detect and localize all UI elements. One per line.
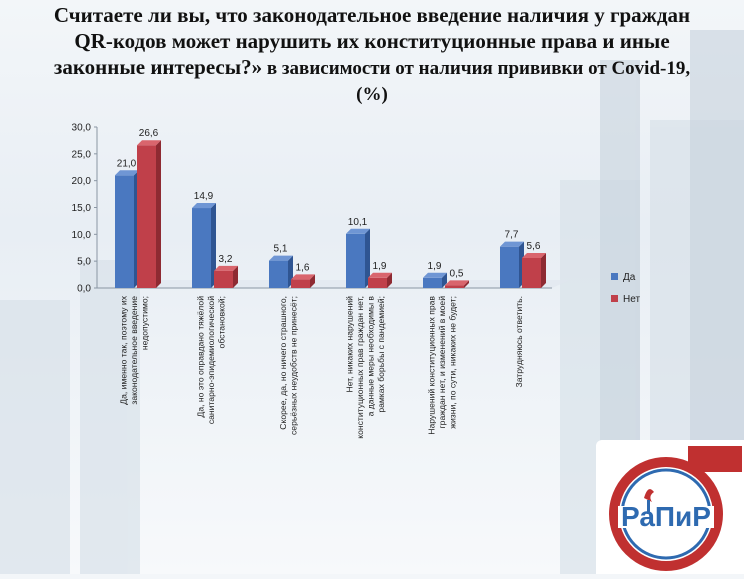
x-tick-label: серьёзных неудобств не принесёт; — [288, 296, 298, 435]
bar-side — [442, 272, 447, 288]
legend-swatch-no — [611, 295, 618, 302]
bar-top — [522, 252, 546, 258]
data-label: 1,9 — [428, 261, 442, 272]
data-label: 21,0 — [117, 158, 137, 169]
x-tick-label: конституционных прав граждан нет, — [355, 296, 365, 439]
bar-no — [137, 145, 156, 288]
bar-side — [310, 274, 315, 288]
x-tick-label: Да, именно так, поэтому их — [119, 295, 129, 404]
bar-yes — [115, 175, 134, 288]
bar-top — [269, 255, 293, 261]
bar-top — [291, 274, 315, 280]
y-tick-label: 25,0 — [72, 149, 92, 160]
rapir-logo: РаПиР — [596, 440, 744, 574]
x-tick-label: недопустимо; — [140, 296, 150, 350]
x-tick-label: обстановкой; — [217, 296, 227, 348]
y-tick-label: 15,0 — [72, 203, 92, 214]
bar-top — [137, 140, 161, 146]
bar-yes — [500, 246, 519, 288]
bar-top — [115, 170, 139, 176]
title-line-4: (%) — [356, 84, 388, 105]
data-label: 1,9 — [373, 261, 387, 272]
bar-no — [445, 285, 464, 288]
bar-no — [522, 257, 541, 288]
bar-top — [423, 272, 447, 278]
bar-top — [500, 241, 524, 247]
y-tick-label: 5,0 — [77, 257, 91, 268]
data-label: 3,2 — [219, 254, 233, 265]
y-tick-label: 20,0 — [72, 176, 92, 187]
data-label: 5,6 — [527, 241, 541, 252]
bar-side — [233, 265, 238, 288]
x-tick-label: Затрудняюсь ответить. — [514, 296, 524, 387]
data-label: 14,9 — [194, 191, 214, 202]
legend-label: Да — [623, 272, 636, 283]
bar-yes — [269, 260, 288, 288]
x-tick-label: Нет, никаких нарушений — [344, 296, 354, 393]
x-tick-label: Нарушений конституционных прав — [427, 296, 437, 435]
title-line-1: Считаете ли вы, что законодательное введ… — [53, 3, 691, 27]
bar-no — [368, 277, 387, 288]
x-tick-label: санитарно-эпидемиологической — [206, 296, 216, 424]
bar-top — [346, 228, 370, 234]
bar-side — [365, 228, 370, 288]
svg-text:РаПиР: РаПиР — [621, 501, 711, 532]
bar-yes — [423, 277, 442, 288]
y-tick-label: 10,0 — [72, 230, 92, 241]
bar-side — [156, 140, 161, 288]
y-tick-label: 0,0 — [77, 284, 91, 295]
bar-top — [368, 272, 392, 278]
bar-yes — [346, 233, 365, 288]
bar-top — [214, 265, 238, 271]
data-label: 1,6 — [296, 262, 310, 273]
bar-side — [387, 272, 392, 288]
title-line-2: QR-кодов может нарушить их конституционн… — [74, 29, 670, 53]
data-label: 5,1 — [274, 244, 288, 255]
bar-top — [445, 280, 469, 286]
bar-no — [291, 279, 310, 288]
data-label: 0,5 — [450, 268, 464, 279]
legend-label: Нет — [623, 294, 640, 305]
x-tick-label: законодательное введение — [129, 296, 139, 405]
bar-side — [211, 203, 216, 288]
bar-side — [464, 280, 469, 288]
chart-floor — [97, 280, 570, 288]
bar-side — [541, 252, 546, 288]
y-tick-label: 30,0 — [72, 123, 92, 134]
bar-no — [214, 270, 233, 288]
x-tick-label: Скорее, да, но ничего страшного, — [278, 296, 288, 430]
x-tick-label: граждан нет, и изменений в моей — [437, 296, 447, 429]
title-line-3: законные интересы?» в зависимости от нал… — [53, 55, 691, 79]
data-label: 7,7 — [505, 230, 519, 241]
bar-yes — [192, 208, 211, 288]
bar-top — [192, 203, 216, 209]
data-label: 26,6 — [139, 128, 159, 139]
x-tick-label: жизни, по сути, никаких не будет; — [448, 296, 458, 429]
data-label: 10,1 — [348, 217, 368, 228]
torch-logo-icon: РаПиР — [609, 446, 742, 571]
chart-title: Считаете ли вы, что законодательное введ… — [0, 2, 744, 108]
x-tick-label: Да, но это оправдано тяжёлой — [196, 296, 206, 418]
x-tick-label: рамках борьбы с пандемией; — [376, 296, 386, 413]
x-tick-label: а данные меры необходимы в — [365, 296, 375, 417]
legend-swatch-yes — [611, 273, 618, 280]
